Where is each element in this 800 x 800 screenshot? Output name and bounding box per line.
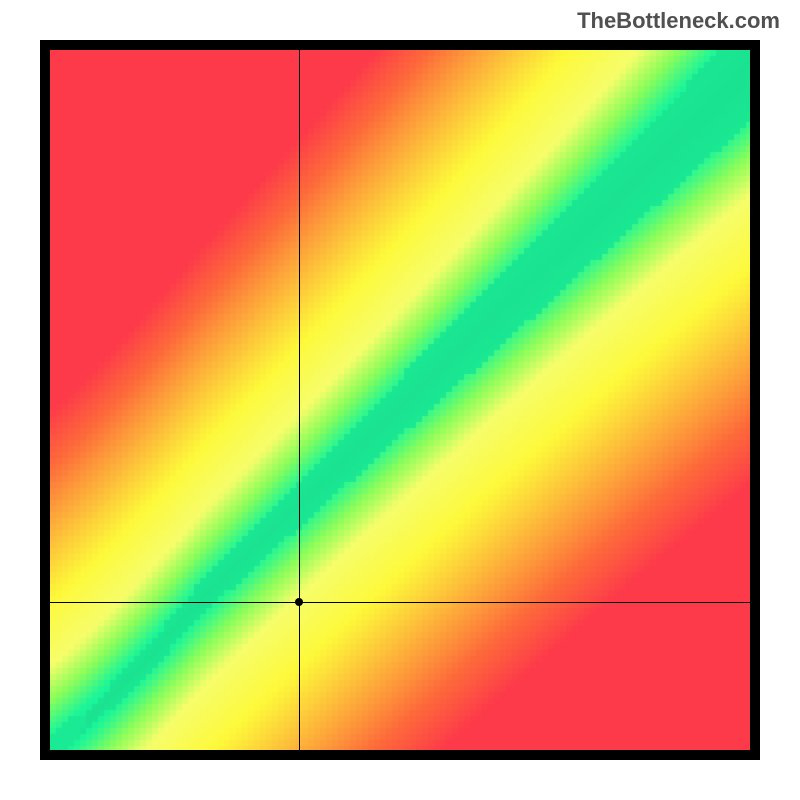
crosshair-horizontal — [50, 602, 750, 603]
heatmap-canvas — [50, 50, 750, 750]
chart-container: TheBottleneck.com — [0, 0, 800, 800]
plot-area — [50, 50, 750, 750]
marker-dot — [295, 598, 303, 606]
crosshair-vertical — [299, 50, 300, 750]
plot-border — [40, 40, 760, 760]
watermark-text: TheBottleneck.com — [577, 8, 780, 34]
